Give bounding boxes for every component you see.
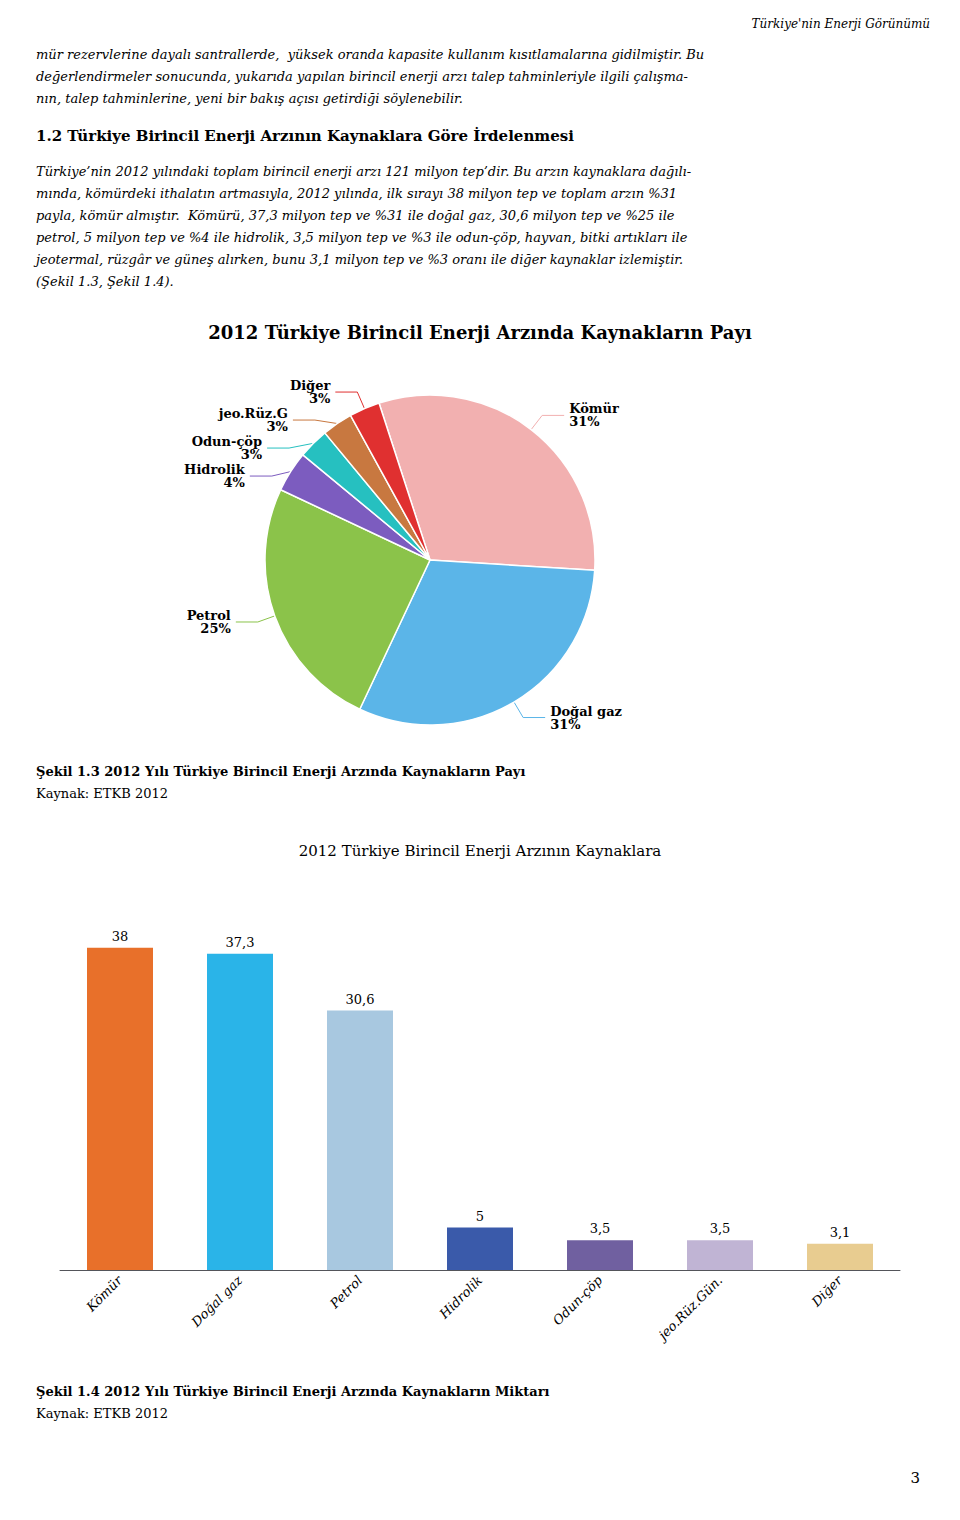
svg-text:25%: 25% (200, 621, 231, 636)
svg-text:Kömür: Kömür (569, 401, 619, 417)
svg-text:Türkiye’nin 2012 yılındaki top: Türkiye’nin 2012 yılındaki toplam birinc… (36, 164, 691, 179)
svg-text:Şekil 1.4 2012 Yılı Türkiye Bi: Şekil 1.4 2012 Yılı Türkiye Birincil Ene… (36, 1384, 550, 1399)
svg-text:Odun-çöp: Odun-çöp (550, 1273, 605, 1328)
svg-text:3,5: 3,5 (710, 1221, 731, 1236)
svg-text:Hidrolik: Hidrolik (436, 1273, 486, 1323)
svg-text:petrol, 5 milyon tep ve %4 ile: petrol, 5 milyon tep ve %4 ile hidrolik,… (36, 230, 688, 245)
svg-text:Hidrolik: Hidrolik (184, 462, 245, 478)
svg-text:Kömür: Kömür (83, 1272, 126, 1315)
svg-text:3%: 3% (241, 447, 263, 462)
svg-text:jeo.Rüz.Gün.: jeo.Rüz.Gün. (653, 1273, 725, 1345)
svg-text:3%: 3% (266, 419, 288, 434)
svg-text:2012 Türkiye Birincil Enerji A: 2012 Türkiye Birincil Enerji Arzında Kay… (208, 322, 752, 343)
svg-text:3: 3 (910, 1469, 920, 1487)
svg-text:Doğal gaz: Doğal gaz (550, 703, 622, 719)
svg-text:4%: 4% (223, 475, 245, 490)
svg-text:Odun-çöp: Odun-çöp (191, 434, 263, 450)
svg-text:5: 5 (476, 1209, 484, 1224)
svg-text:31%: 31% (569, 414, 600, 429)
svg-text:Kaynak: ETKB 2012: Kaynak: ETKB 2012 (36, 1406, 168, 1421)
svg-text:37,3: 37,3 (226, 935, 255, 950)
svg-text:3%: 3% (309, 391, 331, 406)
svg-text:nın, talep tahminlerine, yeni: nın, talep tahminlerine, yeni bir bakış … (36, 91, 463, 106)
svg-text:3,5: 3,5 (590, 1221, 611, 1236)
svg-text:Şekil 1.3 2012 Yılı Türkiye Bi: Şekil 1.3 2012 Yılı Türkiye Birincil Ene… (36, 764, 525, 779)
svg-text:Petrol: Petrol (326, 1273, 365, 1312)
svg-text:Diğer: Diğer (808, 1272, 846, 1310)
svg-text:mür rezervlerine dayalı santra: mür rezervlerine dayalı santrallerde, yü… (36, 47, 704, 62)
svg-text:jeo.Rüz.G: jeo.Rüz.G (218, 406, 288, 422)
svg-text:Diğer: Diğer (289, 378, 331, 394)
svg-text:38: 38 (112, 929, 129, 944)
svg-text:Kaynak: ETKB 2012: Kaynak: ETKB 2012 (36, 786, 168, 801)
svg-text:3,1: 3,1 (830, 1225, 851, 1240)
svg-text:jeotermal, rüzgâr ve güneş alı: jeotermal, rüzgâr ve güneş alırken, bunu… (33, 252, 683, 267)
svg-text:31%: 31% (550, 717, 581, 732)
svg-text:2012 Türkiye Birincil Enerji A: 2012 Türkiye Birincil Enerji Arzının Kay… (299, 842, 662, 860)
svg-text:mında, kömürdeki ithalatın art: mında, kömürdeki ithalatın artmasıyla, 2… (36, 186, 677, 201)
svg-text:(Şekil 1.3, Şekil 1.4).: (Şekil 1.3, Şekil 1.4). (36, 274, 174, 289)
svg-text:değerlendirmeler sonucunda, yu: değerlendirmeler sonucunda, yukarıda yap… (36, 69, 688, 84)
svg-text:1.2 Türkiye Birincil Enerji Ar: 1.2 Türkiye Birincil Enerji Arzının Kayn… (36, 126, 574, 145)
svg-text:payla, kömür almıştır. Kömürü: payla, kömür almıştır. Kömürü, 37,3 mily… (36, 208, 675, 223)
svg-text:Türkiye'nin Enerji Görünümü: Türkiye'nin Enerji Görünümü (752, 17, 930, 31)
svg-text:Petrol: Petrol (186, 608, 231, 623)
svg-text:Doğal gaz: Doğal gaz (188, 1273, 246, 1331)
svg-text:30,6: 30,6 (346, 992, 375, 1007)
